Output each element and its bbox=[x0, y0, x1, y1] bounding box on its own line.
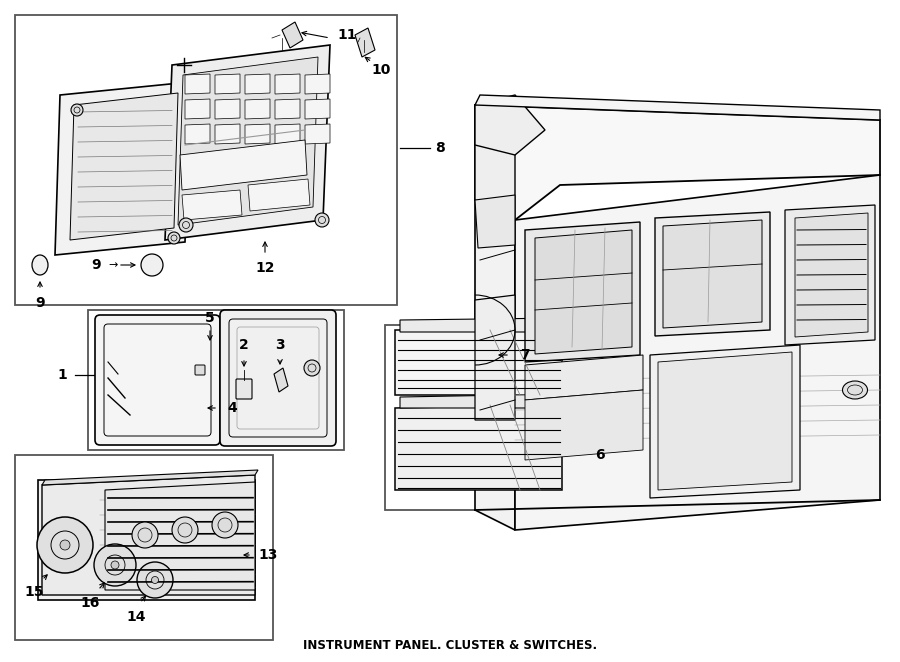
Circle shape bbox=[141, 254, 163, 276]
Text: 7: 7 bbox=[520, 348, 530, 362]
FancyBboxPatch shape bbox=[220, 310, 336, 446]
Polygon shape bbox=[38, 480, 255, 600]
Polygon shape bbox=[275, 99, 300, 119]
Polygon shape bbox=[165, 45, 330, 240]
Circle shape bbox=[137, 562, 173, 598]
Polygon shape bbox=[215, 74, 240, 94]
FancyBboxPatch shape bbox=[95, 315, 220, 445]
Polygon shape bbox=[475, 200, 515, 530]
Polygon shape bbox=[400, 394, 565, 408]
Bar bbox=[15, 455, 273, 640]
Polygon shape bbox=[282, 22, 303, 48]
Polygon shape bbox=[475, 295, 515, 420]
Polygon shape bbox=[515, 175, 880, 530]
Polygon shape bbox=[663, 220, 762, 328]
Text: 3: 3 bbox=[275, 338, 284, 352]
Polygon shape bbox=[355, 28, 375, 57]
Polygon shape bbox=[245, 74, 270, 94]
Polygon shape bbox=[650, 345, 800, 498]
FancyBboxPatch shape bbox=[195, 365, 205, 375]
Polygon shape bbox=[178, 57, 318, 225]
Polygon shape bbox=[42, 470, 258, 485]
Polygon shape bbox=[395, 405, 562, 490]
Polygon shape bbox=[305, 99, 330, 119]
Text: 9: 9 bbox=[35, 296, 45, 310]
Circle shape bbox=[151, 577, 158, 583]
Polygon shape bbox=[185, 124, 210, 144]
Text: 6: 6 bbox=[595, 448, 605, 462]
Circle shape bbox=[304, 360, 320, 376]
Polygon shape bbox=[785, 205, 875, 345]
Text: 14: 14 bbox=[126, 610, 146, 624]
Text: 13: 13 bbox=[258, 548, 278, 562]
Bar bbox=[385, 325, 573, 510]
Polygon shape bbox=[215, 99, 240, 119]
Polygon shape bbox=[305, 74, 330, 94]
Polygon shape bbox=[395, 330, 562, 395]
Polygon shape bbox=[215, 124, 240, 144]
Polygon shape bbox=[475, 195, 515, 248]
Bar bbox=[15, 15, 397, 305]
Text: 4: 4 bbox=[227, 401, 237, 415]
Polygon shape bbox=[658, 352, 792, 490]
Text: INSTRUMENT PANEL. CLUSTER & SWITCHES.: INSTRUMENT PANEL. CLUSTER & SWITCHES. bbox=[303, 639, 597, 652]
Circle shape bbox=[212, 512, 238, 538]
Polygon shape bbox=[185, 74, 210, 94]
Text: 11: 11 bbox=[338, 28, 356, 42]
Polygon shape bbox=[525, 355, 643, 400]
Polygon shape bbox=[180, 140, 307, 190]
Polygon shape bbox=[535, 230, 632, 354]
Text: 10: 10 bbox=[372, 63, 391, 77]
Polygon shape bbox=[245, 99, 270, 119]
Circle shape bbox=[37, 517, 93, 573]
Polygon shape bbox=[475, 105, 515, 220]
Polygon shape bbox=[274, 368, 288, 392]
Circle shape bbox=[315, 213, 329, 227]
Polygon shape bbox=[525, 390, 643, 460]
Text: 16: 16 bbox=[80, 596, 100, 610]
Polygon shape bbox=[795, 213, 868, 337]
Circle shape bbox=[111, 561, 119, 569]
Circle shape bbox=[168, 232, 180, 244]
Text: →: → bbox=[108, 260, 117, 270]
Circle shape bbox=[71, 104, 83, 116]
Text: 5: 5 bbox=[205, 311, 215, 325]
Polygon shape bbox=[70, 93, 178, 240]
Ellipse shape bbox=[842, 381, 868, 399]
Ellipse shape bbox=[32, 255, 48, 275]
Text: 1: 1 bbox=[57, 368, 67, 382]
Circle shape bbox=[172, 517, 198, 543]
Text: 9: 9 bbox=[91, 258, 101, 272]
Circle shape bbox=[60, 540, 70, 550]
Text: 2: 2 bbox=[239, 338, 249, 352]
Polygon shape bbox=[275, 74, 300, 94]
Polygon shape bbox=[475, 95, 880, 120]
Polygon shape bbox=[105, 482, 255, 590]
Text: 8: 8 bbox=[435, 141, 445, 155]
Polygon shape bbox=[185, 99, 210, 119]
Polygon shape bbox=[245, 124, 270, 144]
FancyBboxPatch shape bbox=[236, 379, 252, 399]
Text: 12: 12 bbox=[256, 261, 274, 275]
Text: 15: 15 bbox=[24, 585, 44, 599]
Bar bbox=[88, 310, 344, 450]
Polygon shape bbox=[305, 124, 330, 144]
Polygon shape bbox=[42, 475, 255, 595]
Polygon shape bbox=[248, 179, 310, 211]
Circle shape bbox=[94, 544, 136, 586]
Polygon shape bbox=[475, 95, 545, 155]
Polygon shape bbox=[525, 222, 640, 362]
Circle shape bbox=[132, 522, 158, 548]
Circle shape bbox=[179, 218, 193, 232]
Polygon shape bbox=[655, 212, 770, 336]
Polygon shape bbox=[275, 124, 300, 144]
Polygon shape bbox=[55, 82, 190, 255]
Polygon shape bbox=[475, 105, 880, 220]
Polygon shape bbox=[182, 190, 242, 220]
Polygon shape bbox=[400, 318, 565, 332]
